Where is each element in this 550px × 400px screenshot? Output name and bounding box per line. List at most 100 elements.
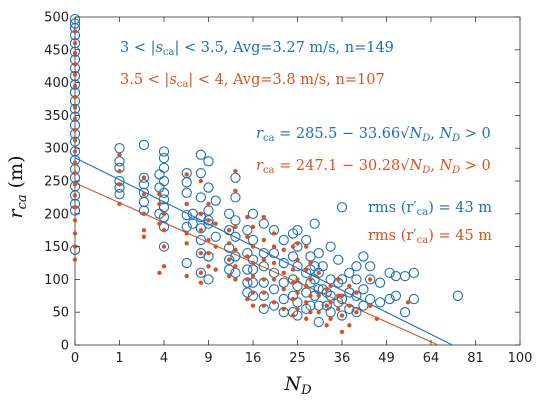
orange-data-point [141,191,147,197]
orange-data-point [161,228,167,233]
blue-data-point [210,195,221,206]
orange-data-point [324,323,329,328]
orange-data-point [161,264,167,269]
orange-data-point [198,178,204,184]
orange-data-point [261,290,266,295]
orange-data-point [141,228,147,233]
blue-fit-annotation: rca = 285.5 − 33.66√ND, ND > 0 [256,126,491,144]
orange-data-point [339,313,345,318]
orange-fit-annotation: rca = 247.1 − 30.28√ND, ND > 0 [256,158,491,176]
blue-data-point [336,310,348,321]
blue-data-point [230,172,241,183]
blue-data-point [351,307,362,318]
orange-data-point [374,316,380,321]
blue-data-point [138,196,150,208]
orange-data-point [271,300,277,305]
orange-data-point [184,231,189,236]
blue-data-point [230,231,241,242]
blue-data-point [301,234,312,246]
blue-data-point [268,284,280,295]
orange-data-point [250,224,256,230]
blue-data-point [195,234,207,246]
orange-data-point [261,303,266,308]
blue-data-point [358,284,369,295]
orange-data-point [336,293,341,298]
blue-data-point [69,181,81,192]
orange-data-point [72,105,78,110]
orange-data-point [308,277,313,282]
blue-data-point [325,241,336,252]
blue-data-point [158,241,170,252]
blue-data-point [195,223,207,234]
blue-data-point [344,267,355,278]
orange-data-point [226,241,232,246]
orange-data-point [250,273,256,279]
blue-data-point [313,316,324,328]
orange-data-point [198,228,204,233]
blue-data-point [452,290,463,301]
blue-data-point [187,208,198,219]
orange-data-point [250,290,256,295]
blue-data-point [158,194,170,205]
orange-data-point [157,191,162,197]
blue-data-point [158,162,170,174]
blue-data-point [278,277,289,288]
blue-data-point [195,192,207,203]
blue-data-point [69,46,81,57]
orange-data-point [347,283,352,289]
y-tick-label: 200 [44,207,69,222]
blue-fit-line [74,157,453,346]
blue-summary-annotation: 3 < |sca| < 3.5, Avg=3.27 m/s, n=149 [120,40,394,58]
blue-data-point [247,208,259,219]
blue-data-point [203,274,214,285]
blue-data-point [365,261,376,272]
orange-data-point [261,214,266,220]
blue-data-point [181,209,192,221]
orange-data-point [206,237,211,243]
blue-data-point [69,136,81,147]
orange-data-point [367,303,373,308]
blue-data-point [69,111,81,122]
orange-data-point [328,300,333,305]
orange-data-point [339,329,345,335]
y-tick-label: 400 [44,76,69,91]
orange-data-point [316,310,321,315]
orange-data-point [72,62,78,67]
x-tick-label: 36 [334,351,351,366]
orange-data-point [245,234,250,239]
orange-data-point [308,310,313,315]
data-points [69,13,463,335]
orange-data-point [72,193,78,198]
orange-data-point [281,247,286,253]
orange-summary-annotation: 3.5 < |sca| < 4, Avg=3.8 m/s, n=107 [120,72,385,90]
orange-data-point [206,264,211,269]
x-tick-label: 25 [289,351,306,366]
orange-data-point [324,287,329,292]
orange-data-point [295,277,300,282]
orange-data-point [271,277,277,282]
orange-data-point [328,283,333,289]
orange-data-point [367,277,373,282]
blue-data-point [247,277,259,288]
orange-data-point [295,306,300,312]
orange-data-point [117,168,122,174]
blue-data-point [247,264,259,275]
orange-data-point [141,211,147,216]
orange-data-point [72,116,78,121]
orange-data-point [213,221,218,226]
x-axis-ticks: 0 1 4 9 16 25 36 49 64 81 100 [71,17,532,366]
blue-data-point [224,254,235,265]
orange-data-point [304,244,309,249]
blue-data-point [247,234,259,246]
blue-data-point [203,205,214,216]
orange-data-point [72,83,78,89]
blue-data-point [309,218,320,229]
blue-data-point [69,146,81,157]
orange-data-point [198,280,204,285]
blue-data-point [69,13,81,25]
orange-data-point [206,218,211,223]
orange-data-point [157,201,162,207]
blue-data-point [365,293,376,305]
blue-data-point [358,251,369,262]
orange-data-point [281,270,286,276]
